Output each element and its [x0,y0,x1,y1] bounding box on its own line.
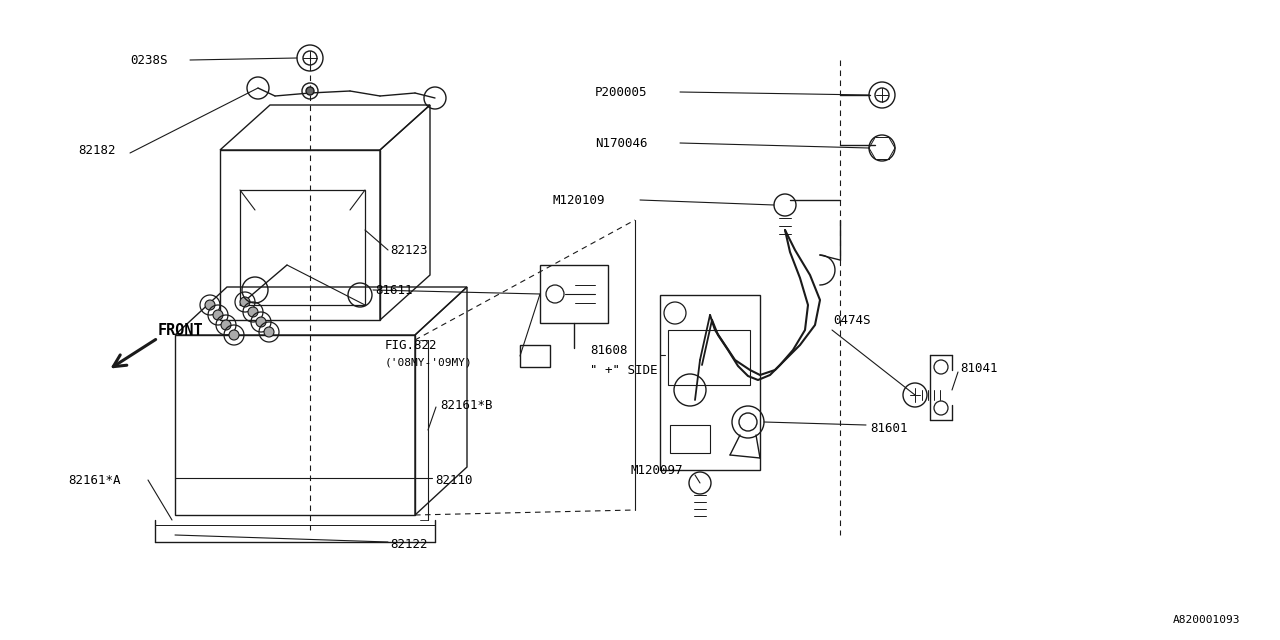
Text: 82122: 82122 [390,538,428,552]
Circle shape [205,300,215,310]
Text: 81041: 81041 [960,362,997,374]
Circle shape [221,320,230,330]
Text: " +" SIDE: " +" SIDE [590,364,658,376]
Text: ('08MY-'09MY): ('08MY-'09MY) [385,357,472,367]
Circle shape [241,297,250,307]
Text: 82110: 82110 [435,474,472,486]
Text: FIG.822: FIG.822 [385,339,438,351]
Bar [540,265,608,323]
Circle shape [264,327,274,337]
Text: 81611: 81611 [375,284,412,296]
Text: P200005: P200005 [595,86,648,99]
Bar [660,295,760,470]
Text: 82161*B: 82161*B [440,399,493,412]
Circle shape [306,87,314,95]
Text: M120109: M120109 [552,193,604,207]
Circle shape [256,317,266,327]
Text: 82123: 82123 [390,243,428,257]
Text: 81608: 81608 [590,344,627,356]
Text: 81601: 81601 [870,422,908,435]
Bar [669,425,710,453]
Text: M120097: M120097 [630,463,682,477]
Bar [668,330,750,385]
Text: N170046: N170046 [595,136,648,150]
Circle shape [248,307,259,317]
Text: 0238S: 0238S [131,54,168,67]
Circle shape [229,330,239,340]
Bar [520,345,550,367]
Text: 82182: 82182 [78,143,115,157]
Text: 0474S: 0474S [833,314,870,326]
Circle shape [212,310,223,320]
Text: 82161*A: 82161*A [68,474,120,486]
Text: A820001093: A820001093 [1172,615,1240,625]
Text: FRONT: FRONT [157,323,204,337]
